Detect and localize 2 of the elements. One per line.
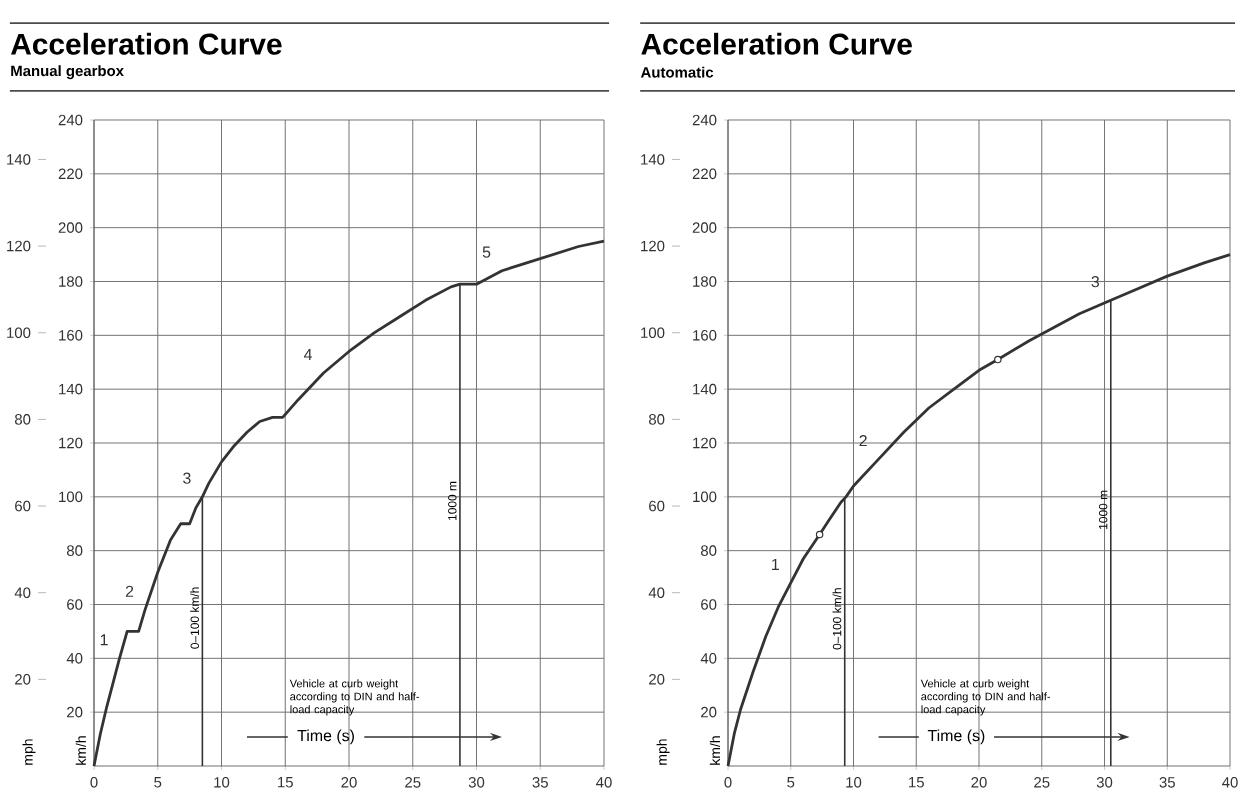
chart-title: Acceleration Curve [641, 32, 912, 55]
chart-title: Acceleration Curve [11, 32, 282, 55]
